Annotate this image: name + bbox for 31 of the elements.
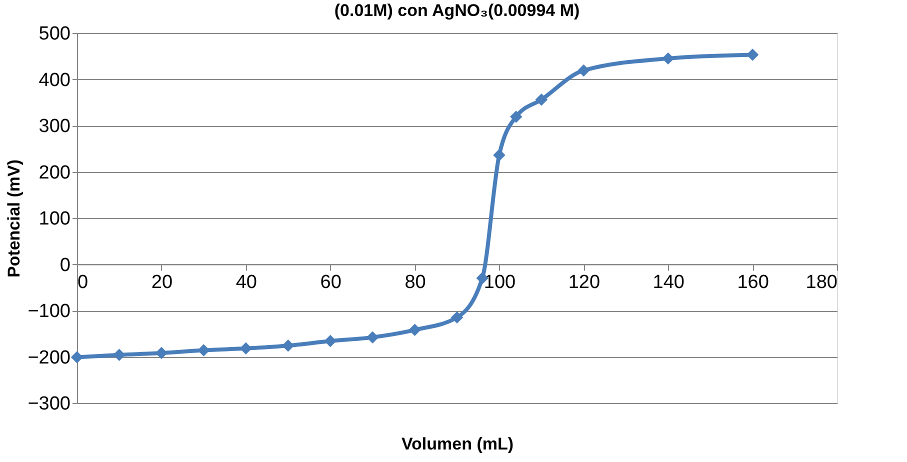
point xyxy=(324,334,336,348)
x-tick-label: 60 xyxy=(320,272,342,293)
y-tick-label: 400 xyxy=(38,70,70,91)
x-tick-label: 140 xyxy=(652,272,684,293)
x-tick-label: 0 xyxy=(78,272,88,293)
y-tick-label: −200 xyxy=(28,347,70,368)
y-axis-title: Potencial (mV) xyxy=(4,159,24,278)
x-tick-label: 160 xyxy=(737,272,769,293)
x-tick-label: 20 xyxy=(151,272,173,293)
point xyxy=(535,93,548,106)
point xyxy=(366,331,379,344)
y-tick-label: 500 xyxy=(38,24,70,44)
x-tick-label: 40 xyxy=(236,272,257,293)
x-tick-label: 80 xyxy=(404,272,426,293)
point xyxy=(450,311,464,324)
point xyxy=(408,324,421,336)
point xyxy=(493,148,506,162)
y-tick-label: 100 xyxy=(38,208,70,230)
point xyxy=(510,110,522,123)
point xyxy=(578,64,590,77)
y-tick-label: 300 xyxy=(38,116,70,137)
y-tick-label: 200 xyxy=(38,162,70,184)
x-axis-title: Volumen (mL) xyxy=(401,434,514,454)
y-tick-label: −100 xyxy=(28,301,70,322)
chart-title: (0.01M) con AgNO₃(0.00994 M) xyxy=(334,1,580,20)
y-tick-label: 0 xyxy=(60,254,70,276)
x-tick-label: 100 xyxy=(484,272,516,293)
y-tick-label: −300 xyxy=(28,394,70,414)
x-tick-label: 180 xyxy=(806,272,838,293)
x-tick-label: 120 xyxy=(568,272,600,293)
point xyxy=(113,348,126,362)
